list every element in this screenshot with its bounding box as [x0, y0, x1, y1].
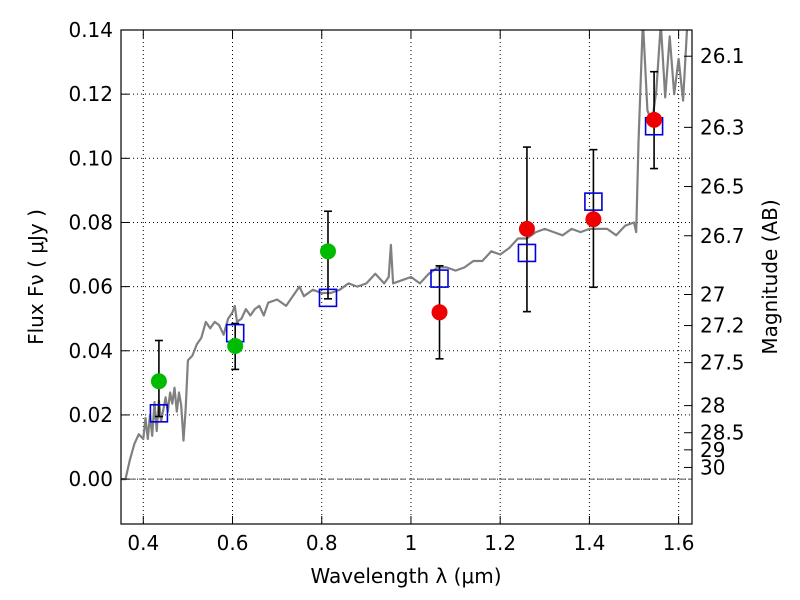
x-tick-label: 1: [405, 531, 418, 555]
magnitude-tick-label: 28.5: [700, 421, 745, 445]
y-tick-label: 0.02: [68, 403, 113, 427]
magnitude-tick-label: 30: [700, 455, 725, 479]
y-tick-label: 0.08: [68, 210, 113, 234]
x-tick-label: 0.6: [217, 531, 249, 555]
magnitude-tick-label: 26.3: [700, 115, 745, 139]
y-axis-label: Flux Fν ( μJy ): [24, 209, 48, 345]
model-square-point: [430, 269, 449, 288]
y-tick-label: 0.04: [68, 339, 113, 363]
model-square-point: [318, 288, 338, 308]
observed-circle-markers: [150, 111, 663, 390]
model-square-point: [584, 192, 603, 211]
axis-ticks: [121, 29, 692, 524]
magnitude-tick-label: 27.5: [700, 351, 745, 375]
x-tick-label: 1.6: [663, 531, 695, 555]
red-data-point: [431, 304, 448, 321]
x-axis-label: Wavelength λ (μm): [310, 564, 501, 588]
magnitude-tick-label: 26.1: [700, 44, 745, 68]
magnitude-tick-label: 27: [700, 283, 725, 307]
x-tick-labels: 0.4 0.6 0.8 1 1.2 1.4 1.6: [127, 531, 694, 555]
model-square-point: [149, 404, 169, 423]
magnitude-tick-label: 26.5: [700, 175, 745, 199]
magnitude-tick-label: 26.7: [700, 224, 745, 248]
model-square-point: [517, 243, 537, 263]
x-tick-label: 1.4: [573, 531, 605, 555]
y-tick-label: 0.12: [68, 82, 113, 106]
y-tick-label: 0.00: [68, 467, 113, 491]
green-data-point: [319, 243, 336, 260]
green-data-point: [150, 373, 167, 390]
y-tick-labels: 0.00 0.02 0.04 0.06 0.08 0.10 0.12 0.14: [68, 18, 113, 491]
red-data-point: [646, 111, 663, 128]
model-square-markers: [149, 116, 664, 423]
x-tick-label: 1.2: [484, 531, 516, 555]
magnitude-tick-label: 29: [700, 438, 725, 462]
model-spectrum-line: [121, 30, 689, 481]
y-tick-label: 0.14: [68, 18, 113, 42]
x-tick-label: 0.4: [127, 531, 159, 555]
red-data-point: [585, 211, 602, 228]
green-data-point: [227, 337, 244, 354]
plot-frame: [120, 29, 693, 525]
red-data-point: [518, 220, 535, 237]
right-axis-label: Magnitude (AB): [758, 199, 782, 354]
magnitude-tick-label: 28: [700, 394, 725, 418]
magnitude-tick-label: 27.2: [700, 314, 745, 338]
y-tick-label: 0.10: [68, 146, 113, 170]
y-tick-label: 0.06: [68, 275, 113, 299]
x-tick-label: 0.8: [306, 531, 338, 555]
